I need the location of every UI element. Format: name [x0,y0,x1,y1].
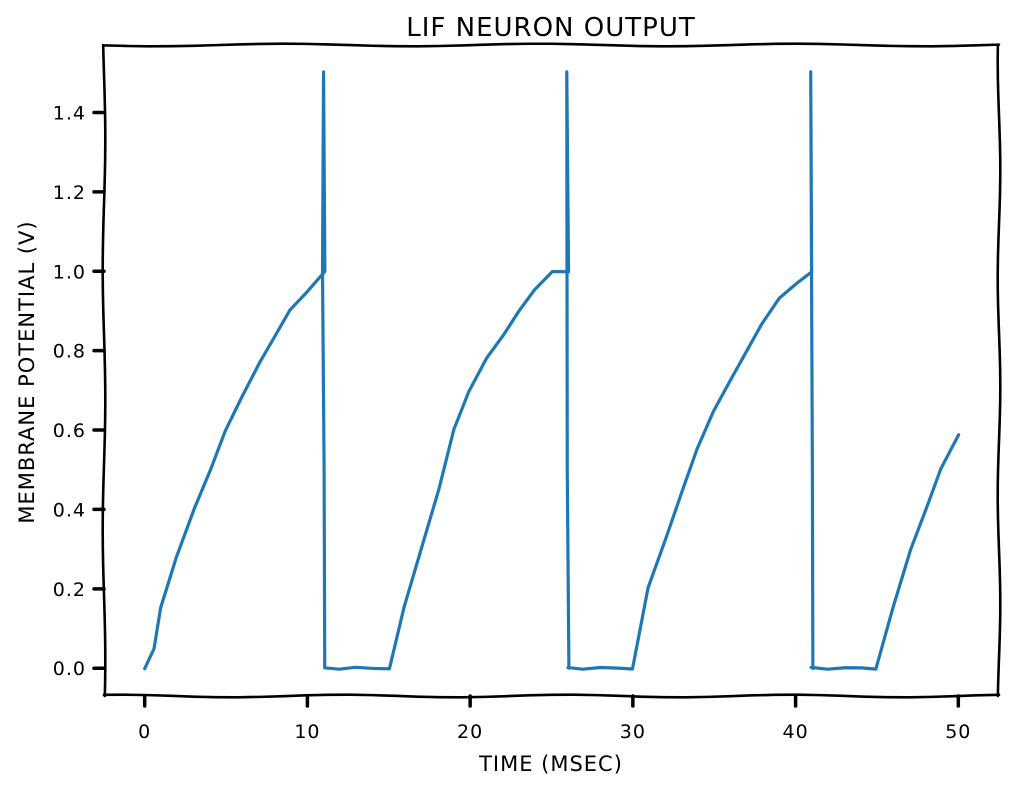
y-tick-label: 1.0 [53,261,86,283]
y-tick-label: 0.2 [53,579,86,601]
y-tick-label: 0.4 [53,499,86,521]
axis-top-spine [102,42,1001,48]
series-layer [143,70,961,671]
x-tick-label: 20 [457,721,483,743]
chart-title: LIF NEURON OUTPUT [406,13,696,43]
x-axis-label: TIME (MSEC) [478,752,623,776]
y-axis-ticks: 0.0 0.2 0.4 0.6 0.8 1.0 1.2 1.4 [53,102,106,680]
x-tick-label: 10 [294,721,320,743]
x-tick-label: 40 [782,721,808,743]
x-tick-label: 0 [138,721,151,743]
axis-bottom-spine [102,693,1001,699]
x-tick-label: 30 [620,721,646,743]
membrane-potential-series-line [143,70,961,671]
y-tick-label: 0.8 [53,341,86,363]
y-tick-label: 1.2 [53,182,86,204]
axis-left-spine [101,43,107,698]
y-axis-label: MEMBRANE POTENTIAL (V) [15,220,39,523]
y-tick-label: 0.0 [53,658,86,680]
y-tick-label: 0.6 [53,420,86,442]
x-axis-ticks: 0 10 20 30 40 50 [138,694,971,743]
axes-frame [101,42,1002,699]
y-tick-label: 1.4 [53,102,86,124]
x-tick-label: 50 [945,721,971,743]
axis-right-spine [996,43,1002,698]
